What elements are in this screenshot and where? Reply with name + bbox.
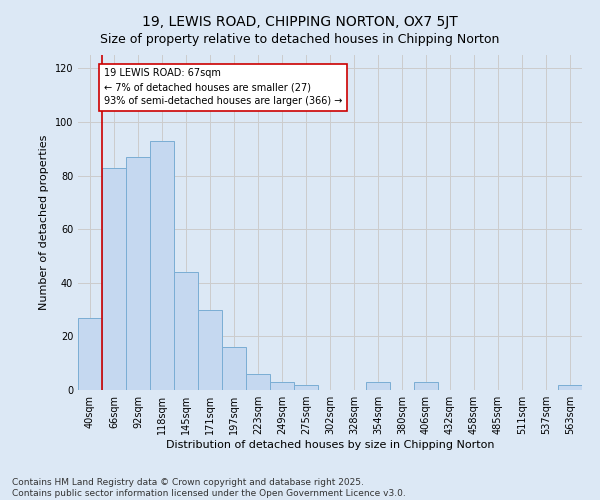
Bar — [222, 347, 246, 390]
Bar — [78, 318, 102, 390]
Text: Contains HM Land Registry data © Crown copyright and database right 2025.
Contai: Contains HM Land Registry data © Crown c… — [12, 478, 406, 498]
Y-axis label: Number of detached properties: Number of detached properties — [39, 135, 49, 310]
Bar — [558, 384, 582, 390]
Bar — [150, 141, 174, 390]
Bar — [366, 382, 390, 390]
Bar — [294, 384, 318, 390]
Bar — [246, 374, 270, 390]
Text: 19, LEWIS ROAD, CHIPPING NORTON, OX7 5JT: 19, LEWIS ROAD, CHIPPING NORTON, OX7 5JT — [142, 15, 458, 29]
Bar — [102, 168, 126, 390]
Text: 19 LEWIS ROAD: 67sqm
← 7% of detached houses are smaller (27)
93% of semi-detach: 19 LEWIS ROAD: 67sqm ← 7% of detached ho… — [104, 68, 342, 106]
Bar — [174, 272, 198, 390]
Bar — [270, 382, 294, 390]
Bar — [126, 157, 150, 390]
Text: Size of property relative to detached houses in Chipping Norton: Size of property relative to detached ho… — [100, 32, 500, 46]
Bar — [414, 382, 438, 390]
X-axis label: Distribution of detached houses by size in Chipping Norton: Distribution of detached houses by size … — [166, 440, 494, 450]
Bar — [198, 310, 222, 390]
